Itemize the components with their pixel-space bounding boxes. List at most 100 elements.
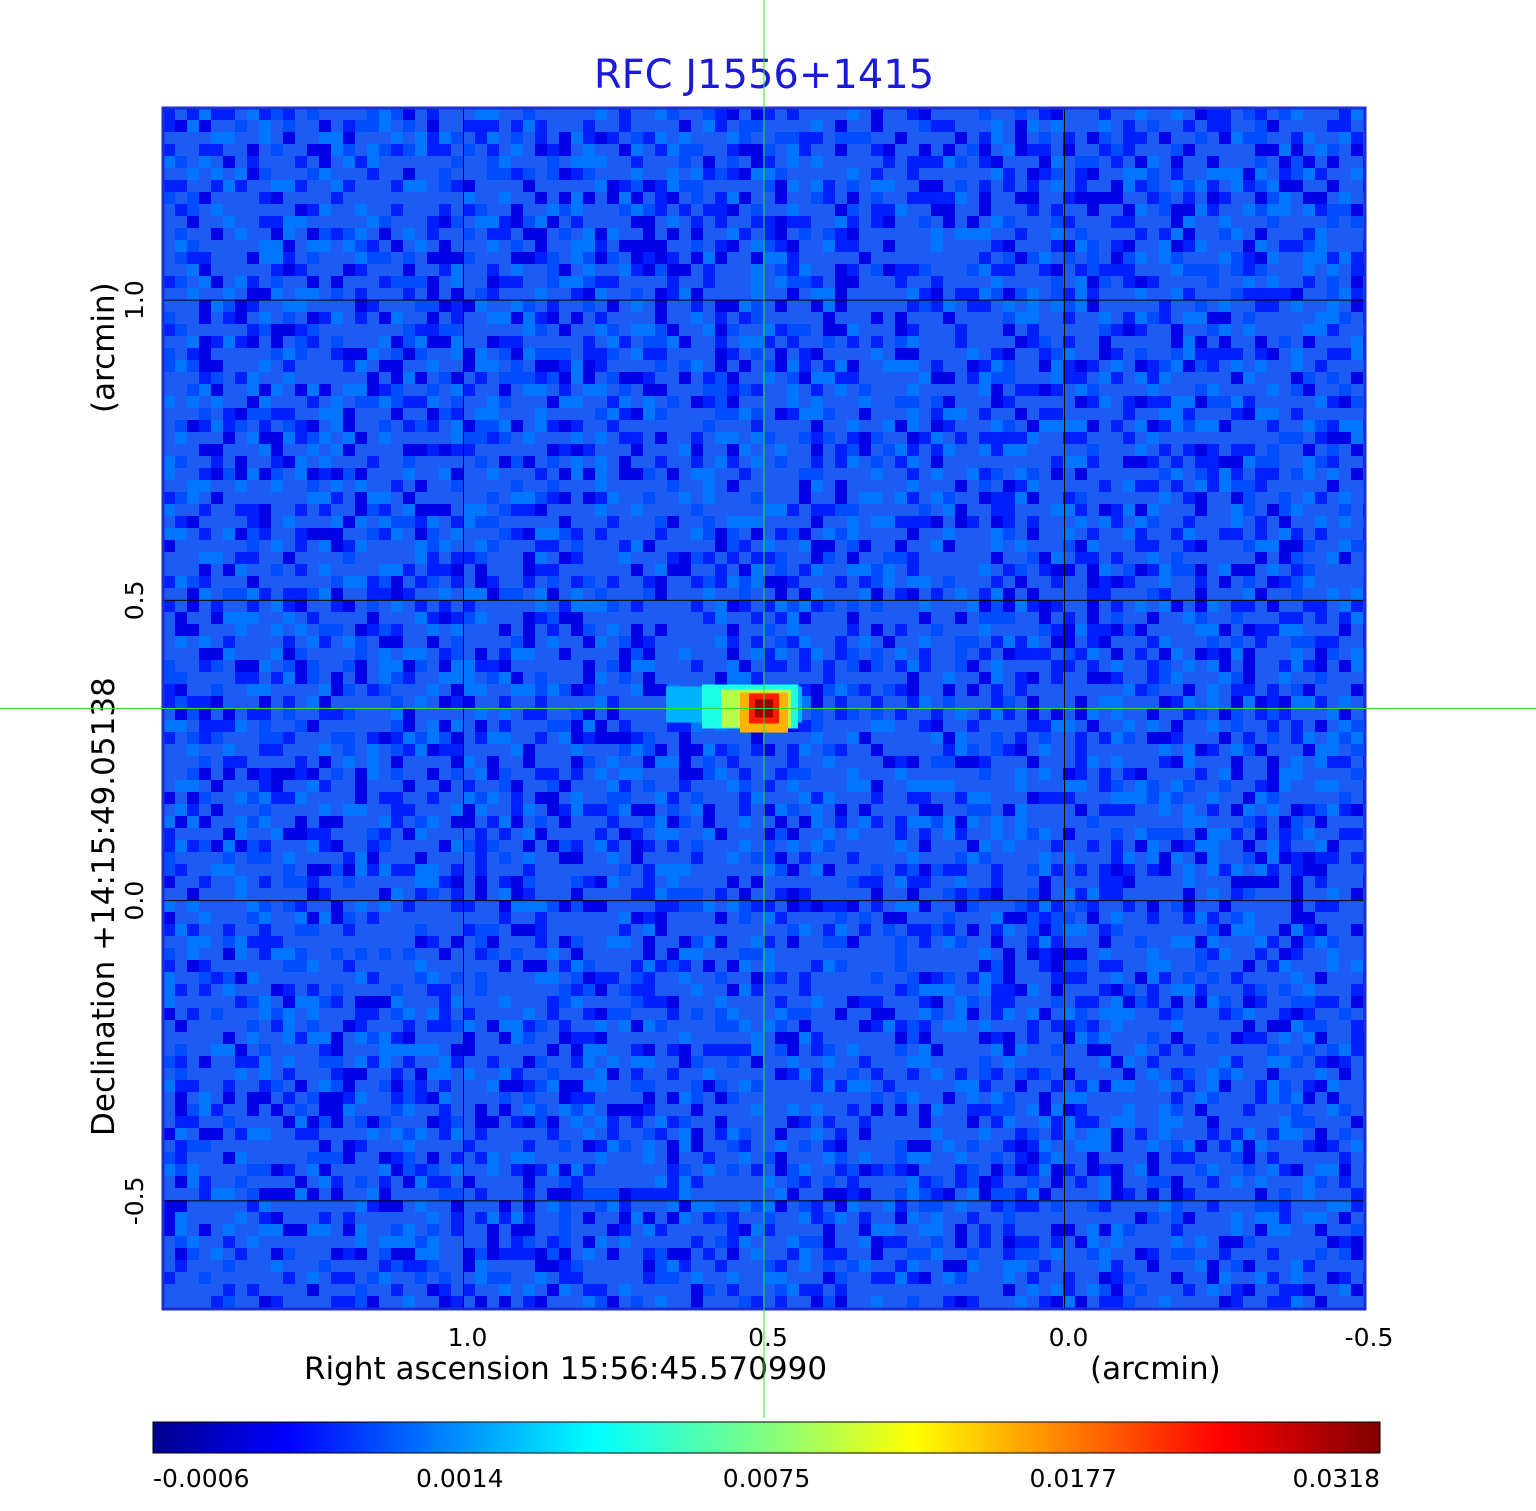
noise-pixel — [1087, 1140, 1099, 1152]
noise-pixel — [895, 768, 907, 780]
noise-pixel — [403, 1164, 415, 1176]
noise-pixel — [1243, 456, 1255, 468]
noise-pixel — [1003, 324, 1015, 336]
noise-pixel — [943, 756, 955, 768]
noise-pixel — [331, 588, 343, 600]
noise-pixel — [295, 720, 307, 732]
noise-pixel — [571, 984, 583, 996]
noise-pixel — [199, 1092, 211, 1104]
noise-pixel — [739, 792, 751, 804]
noise-pixel — [1327, 708, 1339, 720]
noise-pixel — [535, 732, 547, 744]
noise-pixel — [847, 1260, 859, 1272]
noise-pixel — [475, 588, 487, 600]
noise-pixel — [967, 600, 979, 612]
noise-pixel — [547, 564, 559, 576]
noise-pixel — [643, 1140, 655, 1152]
noise-pixel — [175, 1044, 187, 1056]
noise-pixel — [1003, 1140, 1015, 1152]
noise-pixel — [1003, 168, 1015, 180]
noise-pixel — [559, 276, 571, 288]
noise-pixel — [919, 300, 931, 312]
noise-pixel — [583, 132, 595, 144]
noise-pixel — [919, 144, 931, 156]
noise-pixel — [691, 300, 703, 312]
noise-pixel — [1171, 348, 1183, 360]
noise-pixel — [175, 840, 187, 852]
noise-pixel — [691, 1104, 703, 1116]
noise-pixel — [523, 636, 535, 648]
noise-pixel — [307, 1152, 319, 1164]
noise-pixel — [283, 1020, 295, 1032]
noise-pixel — [1003, 1236, 1015, 1248]
noise-pixel — [1087, 888, 1099, 900]
noise-pixel — [1279, 852, 1291, 864]
noise-pixel — [607, 1116, 619, 1128]
noise-pixel — [307, 660, 319, 672]
noise-pixel — [1339, 804, 1351, 816]
noise-pixel — [499, 384, 511, 396]
noise-pixel — [871, 144, 883, 156]
noise-pixel — [619, 936, 631, 948]
noise-pixel — [955, 588, 967, 600]
noise-pixel — [631, 960, 643, 972]
noise-pixel — [1147, 1164, 1159, 1176]
noise-pixel — [955, 900, 967, 912]
noise-pixel — [1183, 696, 1195, 708]
noise-pixel — [823, 660, 835, 672]
noise-pixel — [283, 612, 295, 624]
noise-pixel — [619, 720, 631, 732]
noise-pixel — [847, 444, 859, 456]
noise-pixel — [1291, 1056, 1303, 1068]
noise-pixel — [235, 468, 247, 480]
noise-pixel — [187, 492, 199, 504]
noise-pixel — [1339, 1248, 1351, 1260]
noise-pixel — [715, 1116, 727, 1128]
noise-pixel — [619, 240, 631, 252]
noise-pixel — [799, 600, 811, 612]
noise-pixel — [1207, 936, 1219, 948]
noise-pixel — [1195, 204, 1207, 216]
noise-pixel — [1015, 1152, 1027, 1164]
noise-pixel — [1087, 1164, 1099, 1176]
noise-pixel — [343, 708, 355, 720]
noise-pixel — [451, 816, 463, 828]
noise-pixel — [199, 732, 211, 744]
noise-pixel — [1195, 576, 1207, 588]
noise-pixel — [355, 540, 367, 552]
noise-pixel — [667, 516, 679, 528]
noise-pixel — [871, 1104, 883, 1116]
noise-pixel — [391, 636, 403, 648]
noise-pixel — [607, 852, 619, 864]
noise-pixel — [367, 996, 379, 1008]
noise-pixel — [1303, 132, 1315, 144]
noise-pixel — [403, 468, 415, 480]
noise-pixel — [1171, 216, 1183, 228]
noise-pixel — [451, 276, 463, 288]
noise-pixel — [871, 888, 883, 900]
noise-pixel — [535, 564, 547, 576]
noise-pixel — [319, 1164, 331, 1176]
noise-pixel — [367, 1272, 379, 1284]
noise-pixel — [1087, 168, 1099, 180]
noise-pixel — [991, 516, 1003, 528]
noise-pixel — [1171, 288, 1183, 300]
noise-pixel — [679, 888, 691, 900]
noise-pixel — [163, 960, 175, 972]
noise-pixel — [823, 192, 835, 204]
noise-pixel — [1075, 504, 1087, 516]
noise-pixel — [199, 720, 211, 732]
noise-pixel — [343, 384, 355, 396]
noise-pixel — [931, 516, 943, 528]
noise-pixel — [1339, 1212, 1351, 1224]
noise-pixel — [1291, 876, 1303, 888]
noise-pixel — [331, 576, 343, 588]
noise-pixel — [355, 480, 367, 492]
noise-pixel — [379, 792, 391, 804]
noise-pixel — [763, 912, 775, 924]
noise-pixel-layer — [163, 108, 1365, 1309]
noise-pixel — [1027, 636, 1039, 648]
noise-pixel — [943, 972, 955, 984]
noise-pixel — [1135, 1248, 1147, 1260]
noise-pixel — [235, 588, 247, 600]
